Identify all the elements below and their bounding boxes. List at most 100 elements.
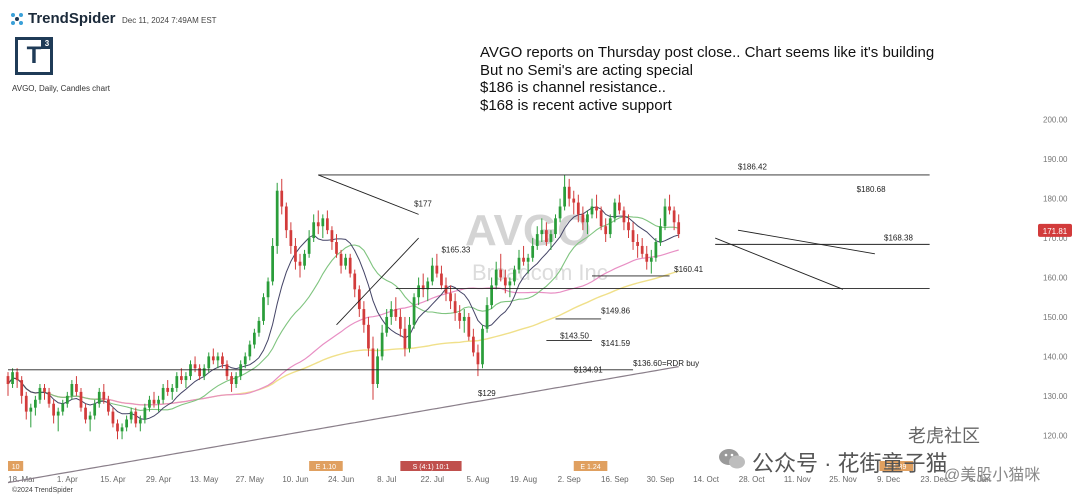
candle-body — [43, 387, 46, 392]
x-tick-label: 23. Dec — [920, 475, 948, 484]
candle-body — [294, 245, 297, 262]
trend-line — [318, 174, 419, 215]
x-tick-label: 5. Aug — [467, 475, 490, 484]
y-tick-label: 180.00 — [1043, 195, 1068, 204]
price-annotation: $186.42 — [738, 162, 767, 171]
price-annotation: $136.60=RDR buy — [633, 359, 699, 368]
event-marker — [573, 461, 608, 471]
candle-body — [307, 238, 311, 254]
candle-body — [161, 387, 165, 400]
candle-body — [303, 253, 306, 266]
event-marker — [879, 461, 914, 471]
candle-body — [421, 285, 425, 290]
candle-body — [677, 222, 681, 235]
candle-body — [613, 202, 617, 219]
candle-body — [138, 419, 142, 424]
candle-body — [143, 407, 147, 420]
price-annotation: $141.59 — [601, 339, 630, 348]
event-marker — [400, 461, 462, 471]
x-tick-label: 16. Sep — [601, 475, 629, 484]
note-line: $186 is channel resistance.. — [480, 79, 666, 96]
candle-body — [503, 277, 507, 286]
company-watermark: Broadcom Inc — [472, 260, 608, 285]
y-tick-label: 150.00 — [1043, 313, 1068, 322]
trendspider-icon — [11, 12, 23, 25]
candle-body — [649, 257, 653, 262]
candle-body — [234, 376, 238, 384]
analysis-notes: AVGO reports on Thursday post close.. Ch… — [480, 44, 934, 114]
candle-body — [93, 403, 97, 416]
y-tick-label: 160.00 — [1043, 274, 1068, 283]
note-line: AVGO reports on Thursday post close.. Ch… — [480, 44, 935, 61]
candle-body — [449, 293, 452, 302]
x-tick-label: 22. Jul — [421, 475, 445, 484]
y-tick-label: 120.00 — [1043, 431, 1068, 440]
candle-body — [157, 399, 160, 404]
current-price-label: 171.81 — [1043, 227, 1068, 236]
candle-body — [198, 368, 201, 377]
candle-body — [590, 206, 594, 215]
candle-body — [70, 384, 74, 396]
candle-body — [663, 206, 667, 227]
candle-body — [572, 198, 576, 203]
candle-body — [362, 309, 366, 325]
candle-body — [535, 234, 539, 246]
candle-body — [526, 257, 530, 262]
candle-body — [385, 316, 389, 333]
long-moving-average-line — [7, 366, 679, 484]
candle-body — [262, 297, 265, 321]
candle-body — [554, 218, 557, 235]
candle-body — [412, 297, 416, 325]
candle-body — [216, 356, 220, 361]
candle-body — [581, 214, 585, 223]
moving-average-line — [7, 216, 679, 411]
candle-body — [499, 269, 503, 278]
t3-logo-letter: T — [26, 42, 42, 69]
candle-body — [166, 387, 170, 392]
candle-body — [271, 245, 274, 282]
candle-body — [298, 261, 302, 266]
event-marker-label: 10 — [12, 464, 20, 471]
candle-body — [266, 281, 270, 298]
x-tick-label: 8. Jul — [377, 475, 396, 484]
candle-body — [339, 253, 343, 266]
candle-body — [435, 265, 439, 274]
x-tick-label: 2. Sep — [558, 475, 582, 484]
event-marker-label: E 1.10 — [316, 464, 336, 471]
candle-body — [221, 356, 224, 365]
timestamp: Dec 11, 2024 7:49AM EST — [122, 16, 217, 25]
candle-body — [645, 253, 649, 262]
candle-body — [599, 210, 603, 227]
t3-logo-sup: 3 — [41, 37, 53, 49]
price-annotation: $168.38 — [884, 233, 913, 242]
candle-body — [353, 273, 357, 290]
candle-body — [97, 391, 101, 404]
candle-body — [417, 285, 420, 298]
candle-body — [567, 186, 571, 199]
x-tick-label: 27. May — [236, 475, 264, 484]
candle-body — [462, 316, 466, 321]
candle-body — [522, 257, 525, 262]
candle-body — [52, 403, 55, 416]
candle-body — [654, 242, 658, 258]
candle-body — [175, 376, 179, 388]
brand-name: TrendSpider — [28, 10, 116, 27]
candle-body — [672, 210, 676, 223]
copyright: ©2024 TrendSpider — [12, 487, 73, 494]
candle-body — [248, 344, 252, 357]
x-tick-label: 9. Dec — [877, 475, 900, 484]
current-price-badge — [1038, 223, 1072, 237]
candle-body — [34, 399, 37, 408]
candle-body — [20, 380, 24, 396]
candle-body — [586, 214, 589, 223]
candle-body — [202, 368, 206, 377]
candle-body — [367, 324, 370, 349]
candle-body — [563, 186, 566, 207]
price-annotation: $160.41 — [674, 265, 703, 274]
x-tick-label: 30. Sep — [647, 475, 675, 484]
candle-body — [576, 202, 580, 215]
candle-body — [389, 309, 393, 317]
price-annotation: $165.33 — [441, 245, 470, 254]
x-tick-label: 19. Aug — [510, 475, 537, 484]
